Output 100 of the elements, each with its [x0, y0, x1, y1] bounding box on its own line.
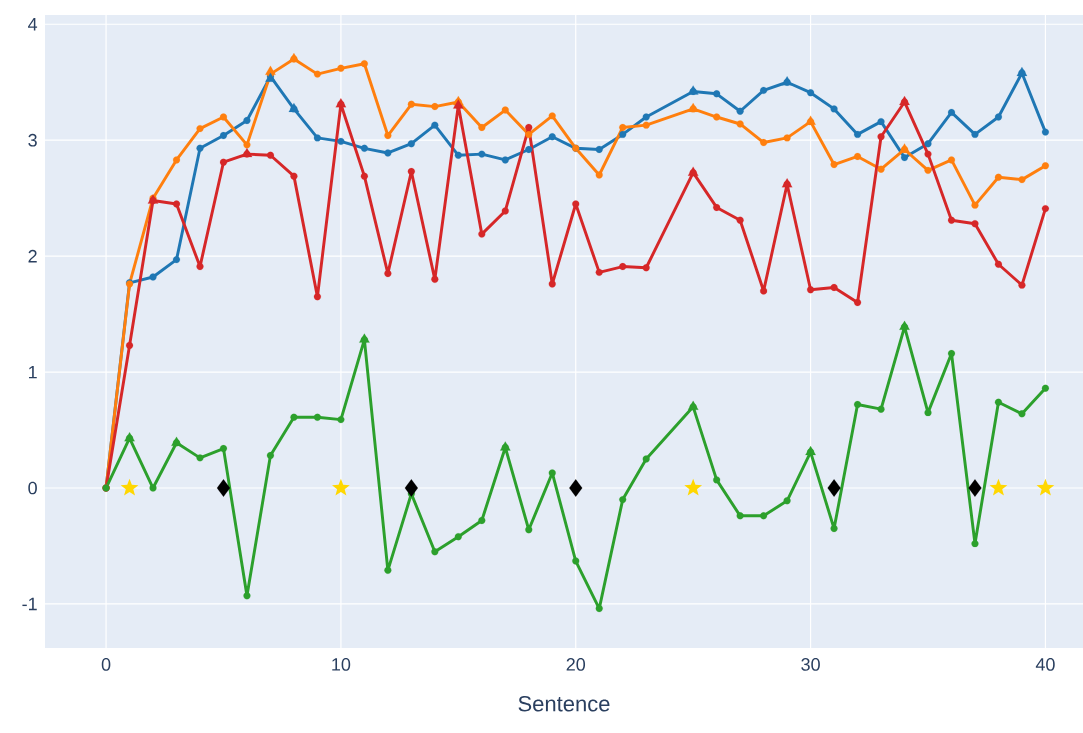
point [407, 100, 415, 108]
point [619, 130, 627, 138]
point [783, 497, 791, 505]
point [947, 156, 956, 164]
point [989, 478, 1008, 496]
point [684, 478, 703, 496]
point [219, 113, 228, 121]
point [384, 269, 392, 278]
point [877, 165, 885, 173]
point [827, 479, 841, 497]
point [994, 260, 1002, 268]
point [196, 144, 204, 152]
x-tick-label: 30 [801, 658, 820, 671]
point [595, 605, 603, 613]
point [736, 512, 744, 520]
point [172, 200, 181, 208]
point [216, 479, 231, 497]
point [854, 130, 862, 138]
point [572, 200, 580, 208]
point [384, 566, 392, 574]
point [807, 89, 815, 97]
point [1036, 478, 1055, 496]
point [431, 275, 439, 283]
point [924, 140, 932, 148]
point [525, 130, 533, 138]
point [172, 256, 181, 264]
point [360, 172, 368, 180]
point [713, 476, 721, 484]
point [1018, 281, 1026, 289]
point [525, 123, 533, 131]
point [971, 201, 979, 209]
point [196, 454, 204, 462]
point [569, 479, 583, 497]
x-tick-label: 0 [101, 658, 111, 671]
point [196, 263, 204, 271]
point [854, 400, 862, 409]
point [501, 156, 509, 164]
point [947, 349, 956, 358]
point [642, 264, 650, 272]
point [337, 137, 345, 145]
point [454, 533, 462, 541]
point [877, 133, 885, 141]
y-tick-label: 1 [28, 365, 37, 379]
point [1041, 205, 1049, 213]
point [713, 90, 721, 98]
point [924, 409, 932, 417]
point [313, 293, 321, 301]
point [760, 287, 768, 295]
point [642, 455, 650, 463]
point [760, 512, 768, 520]
point [1041, 384, 1049, 392]
point [830, 525, 838, 533]
point [407, 140, 415, 148]
point [924, 166, 932, 174]
point [337, 64, 345, 72]
point [971, 540, 979, 548]
point [947, 216, 956, 224]
point [736, 120, 744, 128]
point [431, 548, 439, 556]
point [219, 132, 228, 140]
y-tick-label: 0 [28, 481, 37, 495]
point [807, 286, 815, 294]
point [619, 123, 627, 131]
point [548, 112, 556, 120]
point [877, 118, 885, 126]
point [431, 103, 439, 111]
point [384, 132, 392, 140]
x-tick-label: 10 [332, 658, 351, 671]
point [454, 151, 462, 159]
point [971, 220, 979, 228]
point [1018, 410, 1026, 418]
point [854, 298, 862, 307]
point [595, 171, 603, 179]
point [219, 158, 228, 166]
point [266, 151, 274, 159]
point [120, 478, 139, 496]
point [595, 268, 603, 276]
point [760, 138, 768, 147]
point [478, 230, 486, 238]
point [548, 469, 556, 477]
point [243, 116, 251, 125]
point [431, 121, 439, 129]
point [713, 203, 721, 211]
point [900, 154, 909, 162]
point [548, 280, 556, 288]
point [947, 108, 956, 116]
point [854, 152, 862, 160]
point [126, 341, 134, 349]
point [290, 172, 298, 180]
point [243, 592, 251, 600]
point [149, 484, 157, 492]
point [1041, 128, 1049, 136]
point [968, 479, 982, 497]
point [243, 141, 251, 149]
point [478, 150, 486, 158]
point [877, 405, 885, 413]
point [1018, 176, 1026, 184]
point [266, 452, 274, 460]
point [478, 123, 486, 131]
point [760, 86, 768, 94]
